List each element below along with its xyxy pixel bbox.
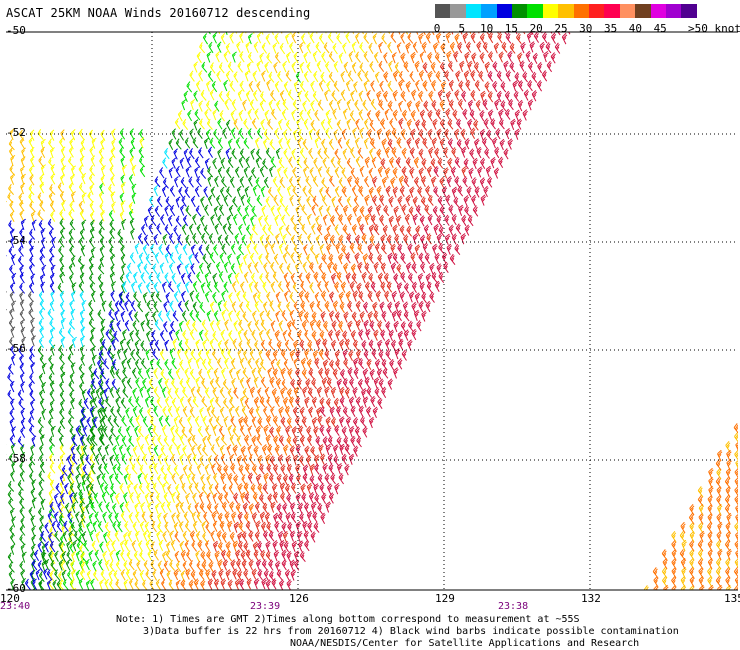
lon-label: 132 — [581, 592, 601, 605]
time-label: 23:38 — [498, 601, 528, 612]
note-line-1: Note: 1) Times are GMT 2)Times along bot… — [116, 614, 580, 625]
legend-swatch — [512, 4, 528, 18]
legend-tick-label: 5 — [458, 22, 466, 35]
legend-swatch — [589, 4, 605, 18]
note-line-3: NOAA/NESDIS/Center for Satellite Applica… — [290, 638, 640, 649]
legend-swatch — [435, 4, 451, 18]
legend-swatch — [573, 4, 590, 18]
lat-label: -50 — [6, 24, 26, 37]
lon-label: 123 — [146, 592, 166, 605]
wind-barb-group — [207, 32, 526, 590]
lat-label: -58 — [6, 452, 26, 465]
legend-swatch — [450, 4, 467, 18]
lat-lon-grid — [6, 31, 738, 591]
lon-label: 129 — [435, 592, 455, 605]
legend-swatch — [527, 4, 544, 18]
wind-barb-group — [6, 32, 738, 590]
time-label: 23:40 — [0, 601, 30, 612]
lat-label: -56 — [6, 342, 26, 355]
lon-label: 135 — [724, 592, 740, 605]
legend-swatch — [496, 4, 513, 18]
note-line-2: 3)Data buffer is 22 hrs from 20160712 4)… — [143, 626, 679, 637]
legend-swatch — [542, 4, 559, 18]
time-label: 23:39 — [250, 601, 280, 612]
lat-label: -54 — [6, 234, 26, 247]
lat-label: -52 — [6, 126, 26, 139]
legend-swatch — [558, 4, 575, 18]
lon-label: 126 — [289, 592, 309, 605]
legend-swatch — [635, 4, 652, 18]
wind-barb-group — [239, 32, 571, 590]
map-title: ASCAT 25KM NOAA Winds 20160712 descendin… — [6, 6, 311, 20]
lat-label: -60 — [6, 582, 26, 595]
wind-barb-group — [38, 147, 194, 349]
legend-swatch — [681, 4, 698, 18]
wind-barb-group — [48, 32, 301, 590]
wind-barb-group — [159, 32, 738, 590]
legend-swatch — [604, 4, 621, 18]
wind-barb-group — [6, 119, 281, 590]
legend-swatch — [619, 4, 636, 18]
wind-barb-group — [6, 146, 231, 590]
legend-tick-label: 0 — [433, 22, 441, 35]
lon-label: 120 — [0, 592, 20, 605]
wind-barbs-layer — [6, 32, 738, 590]
legend-swatch — [666, 4, 682, 18]
legend-swatch — [481, 4, 498, 18]
wind-barb-group — [6, 291, 36, 349]
legend-swatch — [650, 4, 667, 18]
legend-swatch — [465, 4, 482, 18]
